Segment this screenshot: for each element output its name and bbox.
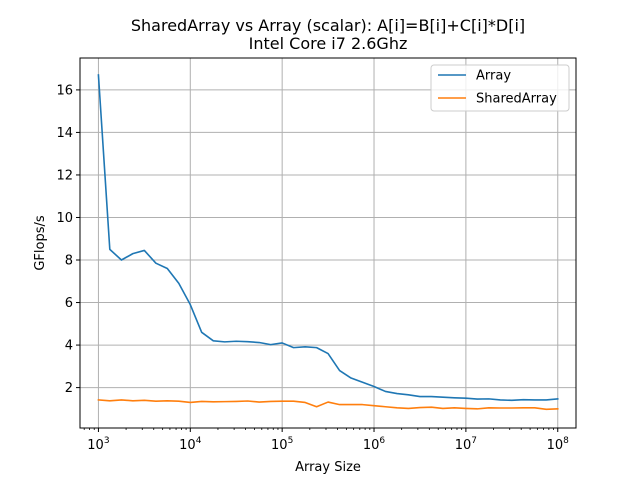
x-axis-label: Array Size (295, 460, 361, 475)
chart-subtitle: Intel Core i7 2.6Ghz (249, 34, 408, 53)
series-line-sharedarray (97, 399, 559, 411)
y-axis: 2 4 6 8 10 12 14 16 (56, 83, 80, 396)
plot-frame (79, 57, 577, 429)
series-lines (97, 74, 559, 411)
y-tick-label: 16 (56, 83, 73, 98)
y-tick-label: 2 (65, 381, 73, 396)
x-axis: 103 104 105 106 107 108 (83, 428, 570, 453)
y-tick-label: 6 (65, 296, 73, 311)
series-line-array (97, 74, 559, 402)
chart-title: SharedArray vs Array (scalar): A[i]=B[i]… (131, 16, 525, 35)
grid-lines (80, 58, 576, 428)
x-tick-label: 108 (547, 436, 570, 453)
y-tick-label: 12 (56, 168, 73, 183)
legend-label: Array (476, 69, 511, 84)
x-tick-label: 103 (87, 436, 109, 453)
y-tick-label: 8 (65, 254, 73, 269)
y-tick-label: 14 (56, 126, 73, 141)
legend: Array SharedArray (430, 64, 570, 112)
x-tick-label: 106 (363, 436, 386, 453)
legend-box (430, 64, 570, 112)
x-tick-label: 105 (271, 436, 293, 453)
y-tick-label: 4 (65, 339, 73, 354)
y-axis-label: GFlops/s (33, 215, 48, 271)
x-tick-label: 107 (455, 436, 477, 453)
y-tick-label: 10 (56, 211, 73, 226)
x-tick-label: 104 (179, 436, 202, 453)
legend-label: SharedArray (476, 92, 557, 107)
